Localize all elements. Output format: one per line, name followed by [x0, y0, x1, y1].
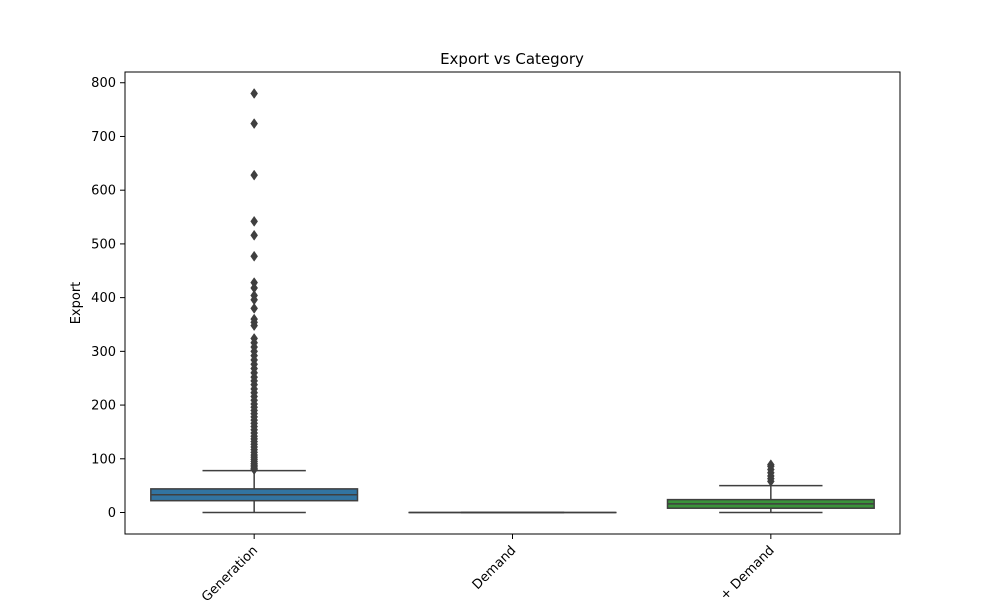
y-tick-label: 400 — [91, 291, 116, 306]
x-tick-label: Demand — [470, 543, 520, 593]
x-tick-label: Generation — [199, 543, 261, 600]
y-axis: 0 100 200 300 400 500 600 700 800 — [91, 76, 125, 521]
box-outlier-point — [767, 459, 775, 471]
x-axis: Generation Demand + Demand — [199, 534, 778, 600]
axes-area — [124, 71, 901, 535]
box-series — [150, 88, 875, 514]
y-tick-label: 0 — [108, 506, 116, 521]
y-tick-label: 700 — [91, 130, 116, 145]
box-outlier-point — [250, 320, 258, 331]
y-axis-label: Export — [69, 282, 84, 325]
y-tick-label: 300 — [91, 345, 116, 360]
y-tick-label: 500 — [91, 237, 116, 252]
chart-title: Export vs Category — [440, 50, 584, 68]
y-tick-label: 200 — [91, 399, 116, 414]
box-outlier-point — [250, 464, 258, 475]
y-tick-label: 800 — [91, 76, 116, 91]
box-outlier-point — [250, 229, 258, 241]
box-outlier-point — [250, 250, 258, 262]
x-tick-label: + Demand — [717, 543, 777, 600]
box-outlier-point — [250, 118, 258, 130]
box-outlier-point — [250, 215, 258, 227]
plot-frame — [124, 71, 901, 535]
y-tick-label: 600 — [91, 184, 116, 199]
box-outlier-point — [250, 169, 258, 181]
box-outlier-point — [250, 302, 258, 314]
y-tick-label: 100 — [91, 452, 116, 467]
box-outlier-point — [250, 88, 258, 99]
